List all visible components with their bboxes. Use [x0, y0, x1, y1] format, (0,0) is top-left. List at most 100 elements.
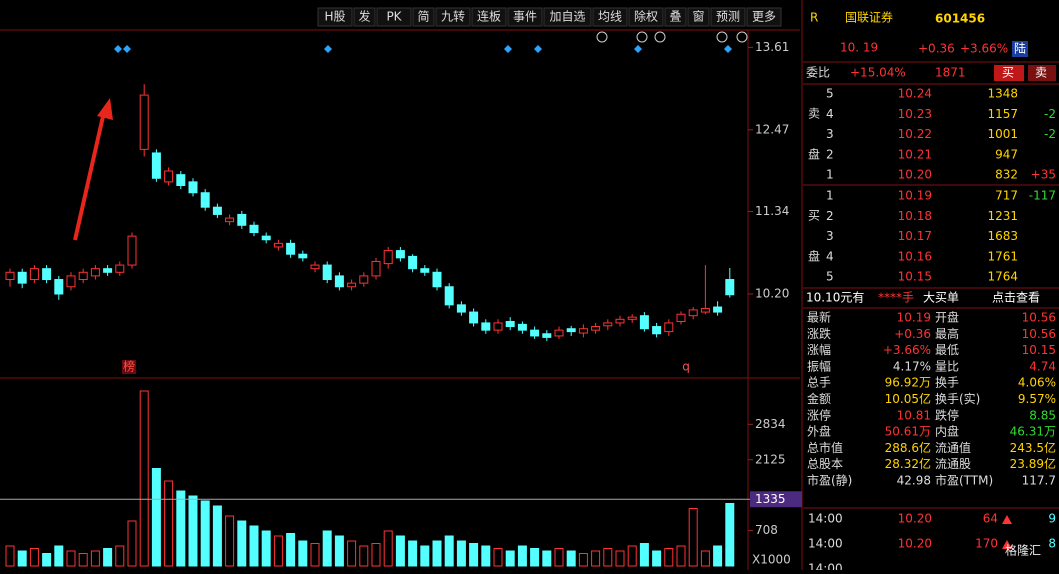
toolbar-button[interactable]: [664, 7, 687, 27]
stat-value: 8.85: [1029, 408, 1056, 422]
book-side: 买: [808, 209, 820, 223]
candle-body: [713, 306, 723, 313]
cursor-box: [750, 491, 802, 508]
volume-bar: [627, 545, 637, 567]
candle-body: [90, 268, 100, 277]
toolbar-button[interactable]: [376, 7, 412, 27]
trade-time: 14:00: [808, 512, 843, 526]
big-order: 大买单: [923, 291, 959, 305]
candle-body: [54, 279, 64, 295]
stat-value: 117.7: [1022, 474, 1056, 488]
volume-bar: [517, 545, 527, 567]
volume-bar: [249, 525, 259, 567]
book-level: 1: [826, 189, 834, 203]
volume-bar: [395, 535, 405, 567]
toolbar-label: 除权: [634, 9, 658, 24]
toolbar-button[interactable]: [710, 7, 746, 27]
candle-body: [29, 268, 39, 281]
book-volume: 1157: [987, 107, 1018, 121]
toolbar-button[interactable]: [687, 7, 710, 27]
book-delta: -2: [1044, 127, 1056, 141]
candle-body: [408, 255, 418, 270]
candle-body: [530, 329, 540, 337]
volume-bar: [273, 535, 283, 567]
toolbar-label: 九转: [441, 9, 465, 24]
volume-bar: [566, 550, 576, 567]
volume-bar: [115, 545, 125, 567]
trade-arrow: [1002, 515, 1012, 524]
stat-label: 市盈(静): [807, 473, 852, 488]
stat-label: 量比: [935, 359, 959, 373]
stat-label: 流通值: [935, 440, 971, 455]
stat-label: 振幅: [807, 358, 831, 373]
volume-bar: [103, 548, 113, 567]
toolbar-button[interactable]: [746, 7, 782, 27]
toolbar-label: 连板: [477, 9, 501, 24]
candle-body: [383, 250, 393, 265]
stat-value: 288.6亿: [885, 440, 931, 455]
volume-tick-label: 2125: [755, 452, 786, 466]
marker: 榜: [123, 359, 135, 374]
toolbar-button[interactable]: [628, 7, 664, 27]
candle-body: [115, 264, 125, 273]
tool-icons[interactable]: [596, 31, 748, 43]
toolbar-button[interactable]: [592, 7, 628, 27]
volume-bar: [5, 545, 15, 567]
stat-label: 金额: [807, 391, 831, 406]
toolbar-button[interactable]: [317, 7, 353, 27]
volume-bar: [432, 540, 442, 567]
diamonds: [114, 45, 732, 53]
candle-body: [505, 320, 515, 328]
stat-value: 4.06%: [1018, 376, 1056, 390]
stat-value: 10.56: [1022, 327, 1056, 341]
volume-bar: [90, 550, 100, 567]
stat-label: 涨幅: [807, 342, 831, 357]
candle-body: [639, 315, 649, 330]
marker: q: [682, 360, 690, 374]
stat-value: 10.19: [897, 311, 931, 325]
toolbar-button[interactable]: [471, 7, 507, 27]
candle-body: [469, 311, 479, 324]
stat-label: 外盘: [807, 424, 831, 439]
candle-body: [627, 316, 637, 320]
toolbar-button[interactable]: [353, 7, 376, 27]
toolbar-button[interactable]: [507, 7, 543, 27]
volume-bar: [420, 545, 430, 567]
candle-body: [359, 275, 369, 284]
stat-label: 总手: [807, 376, 831, 390]
toolbar-button[interactable]: [543, 7, 592, 27]
weibi-pct: +15.04%: [850, 66, 906, 80]
candle-body: [249, 224, 259, 234]
volume-bar: [200, 500, 210, 567]
buy-button[interactable]: [994, 65, 1024, 81]
stat-label: 流通股: [935, 457, 971, 471]
volume-bar: [542, 550, 552, 567]
trade-count: 8: [1048, 537, 1056, 551]
stat-value: 10.81: [897, 408, 931, 422]
buy-label: 买: [1002, 66, 1014, 80]
volume-bar: [676, 545, 686, 567]
volume-bar: [700, 550, 710, 567]
toolbar-label: 加自选: [549, 10, 585, 24]
volume-bar: [176, 490, 186, 567]
volume-bar: [151, 468, 161, 567]
candle-body: [322, 264, 332, 281]
toolbar-button[interactable]: [435, 7, 471, 27]
candle-body: [688, 309, 698, 317]
big-order: 点击查看: [992, 291, 1040, 305]
volume-bar: [334, 535, 344, 567]
y-tick-label: 11.34: [755, 204, 789, 218]
y-tick-label: 12.47: [755, 122, 789, 136]
stat-label: 换手(实): [935, 391, 980, 406]
book-level: 4: [826, 107, 834, 121]
book-price: 10.20: [898, 168, 932, 182]
toolbar-button[interactable]: [412, 7, 435, 27]
volume-bar: [322, 530, 332, 567]
toolbar-label: H股: [324, 10, 345, 24]
volume-bar: [212, 505, 222, 567]
volume-bar: [725, 503, 735, 567]
trade-volume: 64: [983, 512, 998, 526]
arrow: [73, 111, 106, 241]
stat-value: 50.61万: [885, 425, 931, 439]
sell-button[interactable]: [1028, 65, 1056, 81]
